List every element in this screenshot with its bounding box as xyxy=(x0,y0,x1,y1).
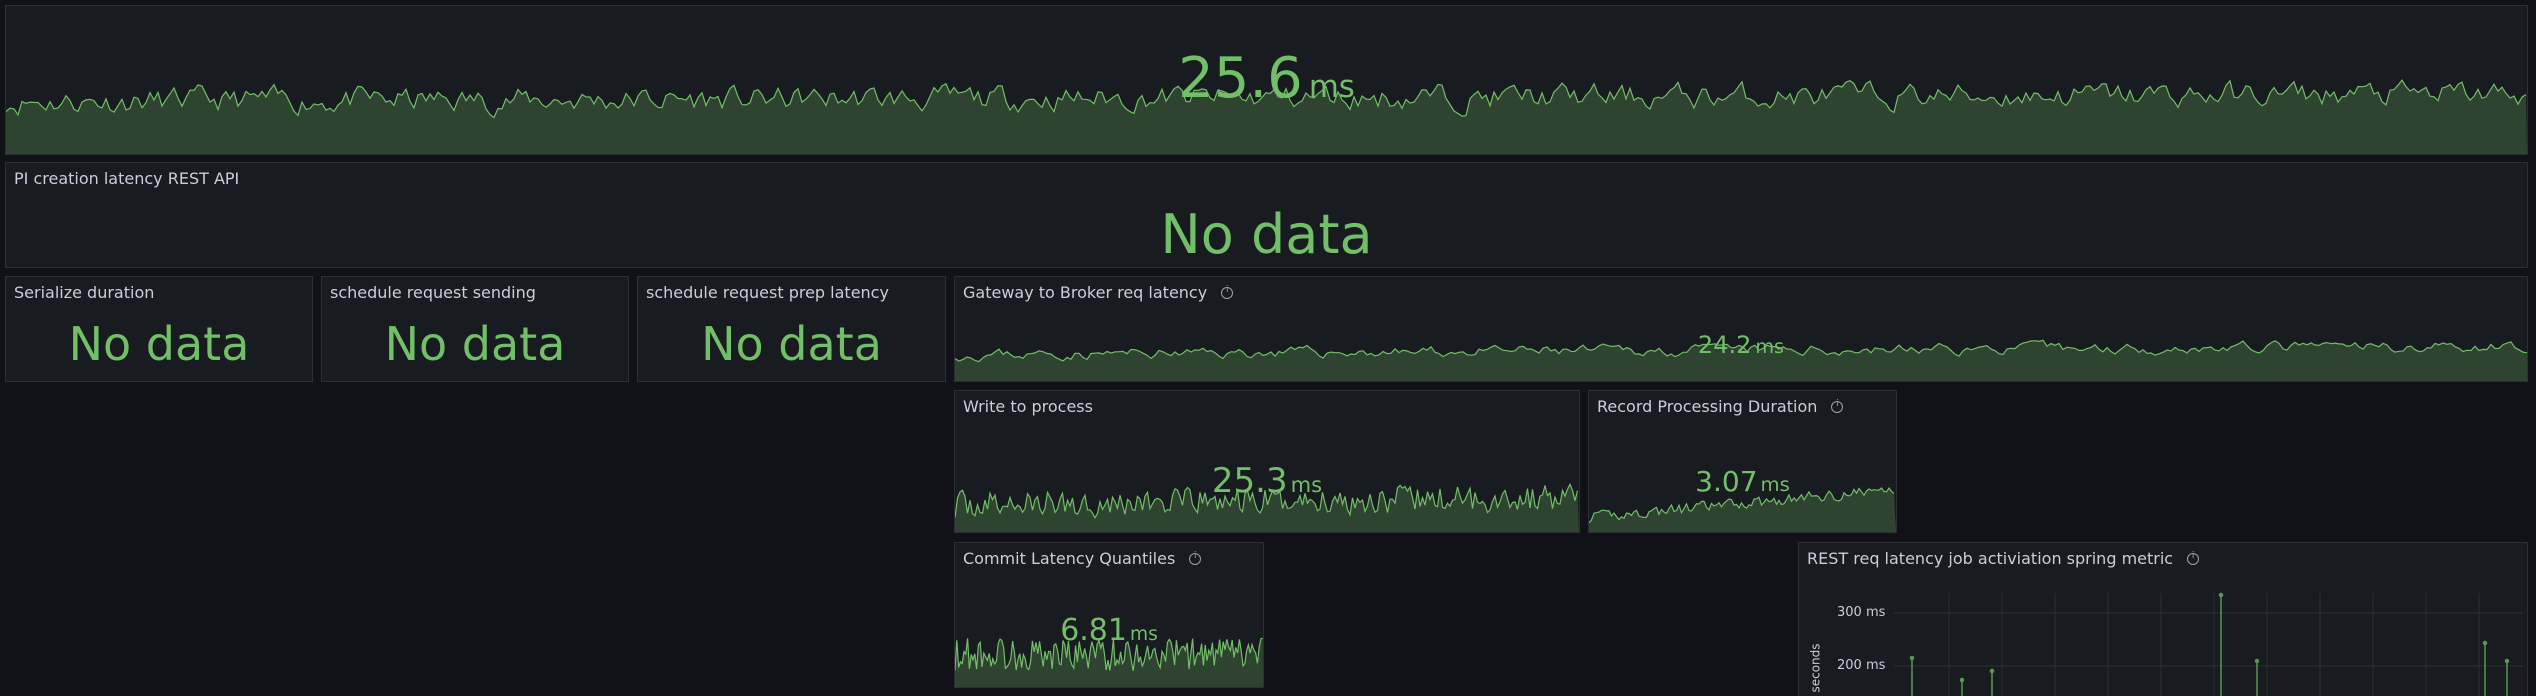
sparkline-record-processing xyxy=(1589,486,1896,532)
panel-title[interactable]: schedule request prep latency xyxy=(646,283,889,302)
y-tick-200: 200 ms xyxy=(1837,658,1886,673)
panel-title[interactable]: schedule request sending xyxy=(330,283,536,302)
stat-unit: ms xyxy=(1290,472,1323,497)
panel-schedule-request-prep[interactable]: schedule request prep latency No data xyxy=(637,276,946,382)
stat-number: 24.2 xyxy=(1697,331,1752,359)
info-circle-icon[interactable] xyxy=(1831,399,1844,413)
info-circle-icon[interactable] xyxy=(1189,551,1202,565)
y-axis-label: seconds xyxy=(1808,643,1823,693)
panel-rest-req-latency[interactable]: REST req latency job activiation spring … xyxy=(1798,542,2528,696)
chart-point xyxy=(1989,668,1995,674)
time-series-chart[interactable] xyxy=(1799,543,2528,696)
panel-title[interactable]: Record Processing Duration xyxy=(1597,397,1844,416)
stat-unit: ms xyxy=(1129,624,1158,645)
sparkline-area xyxy=(6,80,2527,154)
no-data-label: No data xyxy=(68,317,250,371)
panel-title-text: Serialize duration xyxy=(14,283,155,302)
sparkline-area xyxy=(955,484,1579,532)
chart-point xyxy=(2254,658,2260,664)
chart-point xyxy=(2482,640,2488,646)
stat-value-record-processing: 3.07 ms xyxy=(1589,465,1896,498)
panel-schedule-request-sending[interactable]: schedule request sending No data xyxy=(321,276,629,382)
stat-value-gateway-broker: 24.2 ms xyxy=(955,331,2527,359)
panel-title[interactable]: Serialize duration xyxy=(14,283,154,302)
sparkline-line xyxy=(6,79,2527,119)
panel-title-text: Write to process xyxy=(963,397,1093,416)
chart-point xyxy=(2504,658,2510,664)
stat-value-top-latency: 25.6 ms xyxy=(6,46,2527,111)
stat-number: 3.07 xyxy=(1695,465,1758,498)
panel-write-to-process[interactable]: Write to process 25.3 ms xyxy=(954,390,1580,533)
stat-unit: ms xyxy=(1308,69,1355,105)
panel-title[interactable]: Write to process xyxy=(963,397,1093,416)
sparkline-area xyxy=(1589,488,1896,532)
panel-title-text: Record Processing Duration xyxy=(1597,397,1818,416)
info-circle-icon[interactable] xyxy=(1221,285,1234,299)
sparkline-line xyxy=(955,637,1263,671)
stat-number: 6.81 xyxy=(1060,613,1127,648)
stat-value-write-to-process: 25.3 ms xyxy=(955,461,1579,501)
panel-title-text: Commit Latency Quantiles xyxy=(963,549,1176,568)
chart-point xyxy=(1909,655,1915,661)
sparkline-commit-latency xyxy=(955,637,1263,687)
panel-title-text: PI creation latency REST API xyxy=(14,169,240,188)
panel-title-text: REST req latency job activiation spring … xyxy=(1807,549,2174,568)
panel-title[interactable]: Gateway to Broker req latency xyxy=(963,283,1234,302)
sparkline-top-latency xyxy=(6,79,2527,154)
panel-gateway-broker[interactable]: Gateway to Broker req latency 24.2ms xyxy=(954,276,2528,382)
sparkline-line xyxy=(955,339,2527,363)
panel-title-text: schedule request prep latency xyxy=(646,283,889,302)
chart-point xyxy=(1959,677,1965,683)
stat-value-commit-latency: 6.81 ms xyxy=(955,613,1263,648)
stat-number: 25.3 xyxy=(1211,461,1288,501)
panel-title[interactable]: Commit Latency Quantiles xyxy=(963,549,1202,568)
panel-title[interactable]: PI creation latency REST API xyxy=(14,169,239,188)
sparkline-area xyxy=(955,340,2527,381)
stat-unit: ms xyxy=(1755,335,1785,358)
panel-title-text: Gateway to Broker req latency xyxy=(963,283,1208,302)
sparkline-line xyxy=(1589,486,1895,524)
y-tick-300: 300 ms xyxy=(1837,605,1886,620)
panel-serialize-duration[interactable]: Serialize duration No data xyxy=(5,276,313,382)
no-data-label: No data xyxy=(701,317,882,371)
sparkline-line xyxy=(955,482,1579,520)
panel-pi-creation[interactable]: PI creation latency REST API No data xyxy=(5,162,2528,268)
sparkline-gateway-broker xyxy=(955,339,2527,381)
chart-point xyxy=(2218,592,2224,598)
stat-unit: ms xyxy=(1760,473,1790,496)
sparkline-write-to-process xyxy=(955,482,1579,532)
no-data-label: No data xyxy=(384,317,566,371)
panel-title[interactable]: REST req latency job activiation spring … xyxy=(1807,549,2200,568)
panel-title-text: schedule request sending xyxy=(330,283,536,302)
stat-number: 25.6 xyxy=(1178,46,1303,111)
info-circle-icon[interactable] xyxy=(2187,551,2200,565)
panel-top-latency[interactable]: 25.6 ms xyxy=(5,5,2528,155)
no-data-label: No data xyxy=(1160,203,1373,266)
